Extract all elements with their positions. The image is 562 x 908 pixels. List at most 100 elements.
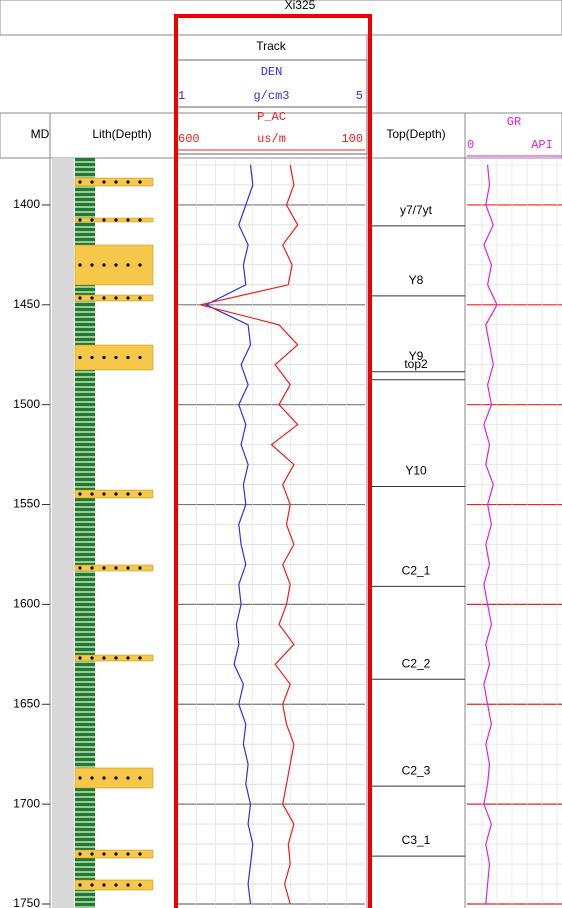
curve-unit: us/m bbox=[257, 132, 286, 146]
lith-dot bbox=[138, 492, 142, 496]
lith-shale bbox=[75, 733, 95, 736]
lith-stripe bbox=[75, 476, 95, 478]
lith-stripe bbox=[75, 896, 95, 898]
lith-dot bbox=[138, 852, 142, 856]
lith-shale bbox=[75, 483, 95, 486]
lith-stripe bbox=[75, 486, 95, 488]
lith-stripe bbox=[75, 401, 95, 403]
lith-stripe bbox=[75, 756, 95, 758]
lith-stripe bbox=[75, 286, 95, 288]
lith-stripe bbox=[75, 751, 95, 753]
lith-shale bbox=[75, 433, 95, 436]
lith-dot bbox=[102, 263, 106, 267]
lith-stripe bbox=[75, 511, 95, 513]
lith-dot bbox=[90, 656, 94, 660]
lith-dot bbox=[78, 263, 82, 267]
lith-stripe bbox=[75, 206, 95, 208]
lith-stripe bbox=[75, 396, 95, 398]
lith-stripe bbox=[75, 431, 95, 433]
lith-shale bbox=[75, 233, 95, 236]
track-title: Track bbox=[256, 39, 287, 53]
lith-shale bbox=[75, 583, 95, 586]
lith-dot bbox=[102, 852, 106, 856]
lith-shale bbox=[75, 633, 95, 636]
lith-stripe bbox=[75, 441, 95, 443]
lith-shale bbox=[75, 723, 95, 726]
lith-stripe bbox=[75, 611, 95, 613]
lith-dot bbox=[114, 296, 118, 300]
lith-dot bbox=[90, 776, 94, 780]
lith-shale bbox=[75, 543, 95, 546]
lith-stripe bbox=[75, 391, 95, 393]
lith-stripe bbox=[75, 471, 95, 473]
lith-shale bbox=[75, 788, 95, 791]
lith-stripe bbox=[75, 191, 95, 193]
lith-dot bbox=[126, 218, 130, 222]
lith-shale bbox=[75, 713, 95, 716]
lith-dot bbox=[90, 355, 94, 360]
lith-stripe bbox=[75, 606, 95, 608]
lith-shale bbox=[75, 708, 95, 711]
lith-stripe bbox=[75, 876, 95, 878]
curve-name: P_AC bbox=[257, 110, 286, 124]
lith-shale bbox=[75, 538, 95, 541]
lith-shale bbox=[75, 603, 95, 606]
lith-shale bbox=[75, 608, 95, 611]
lith-dot bbox=[138, 566, 142, 570]
lith-shale bbox=[75, 418, 95, 421]
lith-stripe bbox=[75, 616, 95, 618]
lith-shale bbox=[75, 833, 95, 836]
lith-shale bbox=[75, 193, 95, 196]
lith-shale bbox=[75, 373, 95, 376]
lith-shale bbox=[75, 458, 95, 461]
lith-shale bbox=[75, 643, 95, 646]
lith-sand bbox=[74, 294, 154, 302]
lith-shale bbox=[75, 623, 95, 626]
lith-stripe bbox=[75, 306, 95, 308]
tops-label: Top(Depth) bbox=[386, 127, 445, 141]
lith-shale bbox=[75, 228, 95, 231]
lith-dot bbox=[138, 883, 142, 887]
lith-shale bbox=[75, 738, 95, 741]
lith-shale bbox=[75, 548, 95, 551]
depth-tick-label: 1700 bbox=[13, 796, 40, 810]
lith-stripe bbox=[75, 551, 95, 553]
top-label: y7/7yt bbox=[400, 203, 433, 217]
lith-shale bbox=[75, 718, 95, 721]
lith-shale bbox=[75, 893, 95, 896]
lith-stripe bbox=[75, 481, 95, 483]
lith-shale bbox=[75, 468, 95, 471]
lith-dot bbox=[138, 218, 142, 222]
lith-dot bbox=[114, 218, 118, 222]
lith-dot bbox=[114, 180, 118, 184]
lith-stripe bbox=[75, 731, 95, 733]
lith-dot bbox=[102, 776, 106, 780]
depth-tick-label: 1600 bbox=[13, 597, 40, 611]
curve-name: GR bbox=[507, 115, 521, 129]
lith-stripe bbox=[75, 706, 95, 708]
lith-stripe bbox=[75, 596, 95, 598]
lith-stripe bbox=[75, 406, 95, 408]
lith-stripe bbox=[75, 236, 95, 238]
lith-shale bbox=[75, 843, 95, 846]
lith-dot bbox=[90, 492, 94, 496]
lith-dot bbox=[78, 492, 82, 496]
lith-shale bbox=[75, 413, 95, 416]
lith-shale bbox=[75, 728, 95, 731]
lith-dot bbox=[78, 656, 82, 660]
lith-dot bbox=[102, 656, 106, 660]
lith-shale bbox=[75, 453, 95, 456]
lith-shale bbox=[75, 668, 95, 671]
lith-shale bbox=[75, 328, 95, 331]
depth-tick-label: 1500 bbox=[13, 397, 40, 411]
log-curve bbox=[200, 164, 299, 905]
lith-shale bbox=[75, 628, 95, 631]
lith-stripe bbox=[75, 811, 95, 813]
top-label: Y9 bbox=[409, 349, 424, 363]
highlight-box bbox=[174, 14, 372, 908]
lith-shale bbox=[75, 463, 95, 466]
lith-label: Lith(Depth) bbox=[92, 127, 151, 141]
lith-shale bbox=[75, 588, 95, 591]
lith-shale bbox=[75, 873, 95, 876]
lith-stripe bbox=[75, 216, 95, 218]
